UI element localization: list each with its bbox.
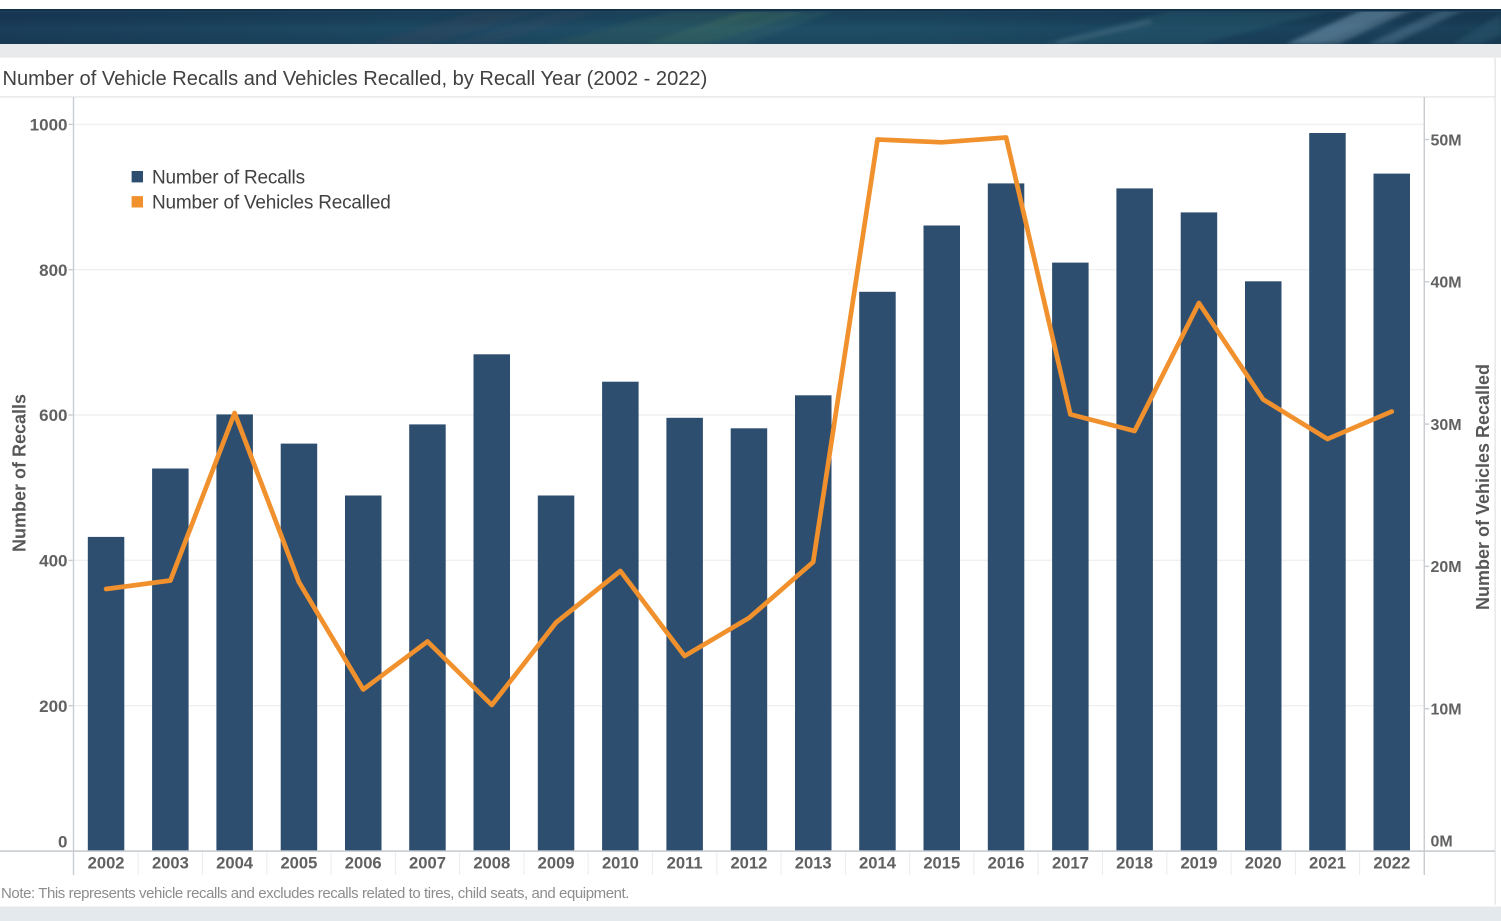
svg-text:1000: 1000 [30, 116, 68, 135]
svg-text:0: 0 [58, 832, 67, 851]
svg-text:2012: 2012 [730, 854, 767, 873]
svg-text:600: 600 [39, 406, 67, 425]
svg-text:Number of Recalls: Number of Recalls [10, 394, 30, 552]
svg-text:2009: 2009 [538, 854, 575, 873]
svg-text:2016: 2016 [988, 854, 1025, 873]
svg-text:200: 200 [39, 697, 67, 716]
svg-text:Number of Recalls: Number of Recalls [152, 168, 305, 189]
svg-text:50M: 50M [1431, 132, 1462, 149]
svg-text:Number of Vehicle Recalls and: Number of Vehicle Recalls and Vehicles R… [3, 68, 708, 90]
svg-text:2007: 2007 [409, 854, 446, 873]
svg-text:2022: 2022 [1373, 854, 1410, 873]
svg-text:Number of Vehicles Recalled: Number of Vehicles Recalled [152, 193, 391, 214]
svg-text:2004: 2004 [216, 854, 254, 873]
svg-text:40M: 40M [1431, 275, 1462, 292]
svg-text:2002: 2002 [88, 854, 125, 873]
svg-text:2010: 2010 [602, 854, 639, 873]
svg-text:2017: 2017 [1052, 854, 1089, 873]
svg-text:2015: 2015 [923, 854, 960, 873]
svg-text:2003: 2003 [152, 854, 189, 873]
svg-text:10M: 10M [1431, 702, 1462, 719]
svg-text:2013: 2013 [795, 854, 832, 873]
svg-text:400: 400 [39, 552, 67, 571]
svg-text:0M: 0M [1431, 833, 1453, 850]
svg-text:800: 800 [39, 261, 67, 280]
svg-text:2021: 2021 [1309, 854, 1346, 873]
svg-text:20M: 20M [1431, 559, 1462, 576]
svg-text:2018: 2018 [1116, 854, 1153, 873]
svg-text:Note: This represents vehicle: Note: This represents vehicle recalls an… [1, 885, 629, 902]
svg-text:2008: 2008 [473, 854, 510, 873]
svg-text:30M: 30M [1431, 417, 1462, 434]
svg-text:2019: 2019 [1180, 854, 1217, 873]
svg-text:2005: 2005 [280, 854, 317, 873]
svg-text:2011: 2011 [667, 854, 703, 873]
svg-text:Number of Vehicles Recalled: Number of Vehicles Recalled [1473, 364, 1493, 610]
svg-text:2006: 2006 [345, 854, 382, 873]
svg-text:2014: 2014 [859, 854, 897, 873]
svg-text:2020: 2020 [1245, 854, 1282, 873]
